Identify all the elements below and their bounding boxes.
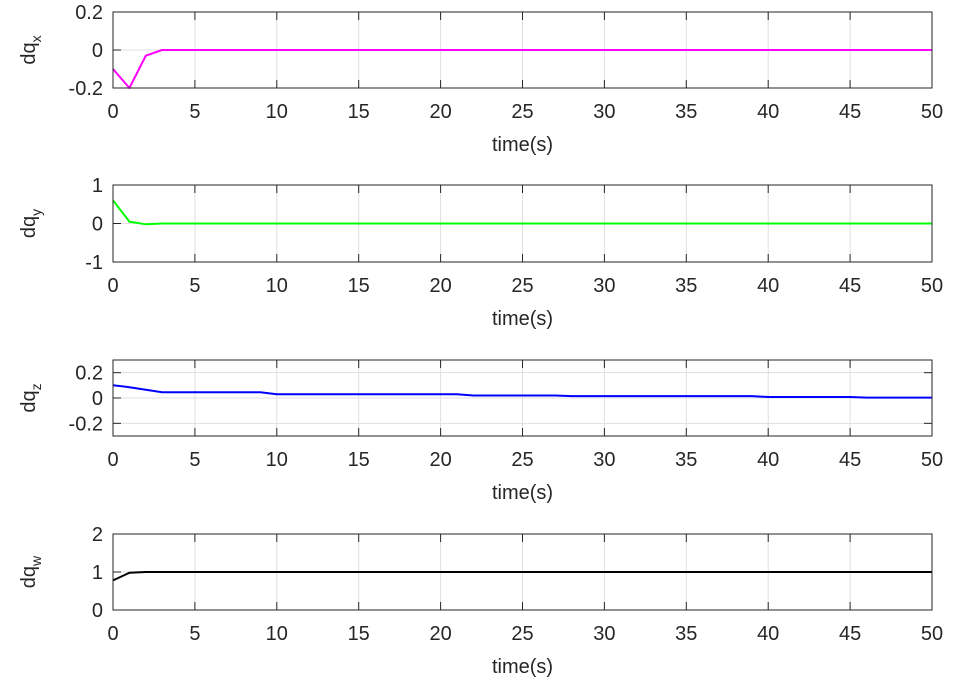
x-tick-label: 25 [511, 449, 533, 471]
x-tick-label: 5 [189, 623, 200, 645]
x-tick-label: 15 [348, 101, 370, 123]
x-tick-label: 30 [593, 623, 615, 645]
x-tick-label: 35 [675, 101, 697, 123]
x-tick-label: 40 [757, 101, 779, 123]
axes-box [112, 184, 933, 263]
axes-box [112, 11, 933, 89]
y-tick-label: -0.2 [69, 78, 103, 100]
y-tick-label: 0 [92, 40, 103, 62]
x-tick-label: 5 [189, 449, 200, 471]
y-tick-label: 0 [92, 388, 103, 410]
x-tick-label: 15 [348, 449, 370, 471]
x-tick-label: 20 [429, 275, 451, 297]
x-tick-label: 30 [593, 101, 615, 123]
x-tick-label: 5 [189, 275, 200, 297]
y-axis-label: dqy [18, 209, 44, 238]
x-tick-label: 30 [593, 449, 615, 471]
y-axis-label: dqw [18, 555, 44, 588]
y-axis-label-main: dq [18, 216, 40, 238]
y-tick-label: 0 [92, 600, 103, 622]
axes-box [112, 533, 933, 611]
y-axis-label-subscript: y [28, 209, 44, 216]
subplot-w: 0 5 10 15 20 25 30 35 40 45 50 0 1 2 time(s) dqw [18, 524, 943, 678]
x-tick-label: 25 [511, 623, 533, 645]
series-line-dqy [112, 199, 932, 226]
y-tick-label: 1 [92, 175, 103, 197]
y-axis-label-main: dq [18, 566, 40, 588]
series-line-dqx [112, 49, 932, 89]
x-tick-label: 25 [511, 275, 533, 297]
x-tick-label: 40 [757, 275, 779, 297]
x-tick-label: 0 [107, 449, 118, 471]
y-tick-label: 2 [92, 524, 103, 546]
series-line-dqz [112, 384, 932, 399]
x-tick-label: 15 [348, 275, 370, 297]
x-tick-label: 10 [266, 275, 288, 297]
x-tick-label: 10 [266, 623, 288, 645]
x-tick-label: 0 [107, 275, 118, 297]
x-tick-label: 50 [921, 275, 943, 297]
y-axis-label-main: dq [18, 390, 40, 412]
x-tick-label: 0 [107, 101, 118, 123]
y-tick-label: 1 [92, 562, 103, 584]
y-tick-label: -0.2 [69, 413, 103, 435]
x-tick-label: 0 [107, 623, 118, 645]
y-tick-label: 0 [92, 214, 103, 236]
x-tick-label: 40 [757, 623, 779, 645]
y-tick-label: 0.2 [75, 2, 103, 24]
x-tick-label: 35 [675, 623, 697, 645]
x-tick-label: 20 [429, 449, 451, 471]
y-tick-label: -1 [85, 252, 103, 274]
y-axis-label-main: dq [18, 42, 40, 64]
x-tick-label: 45 [839, 623, 861, 645]
y-axis-label-subscript: w [28, 555, 44, 567]
axes-box [112, 359, 933, 437]
x-axis-label: time(s) [492, 482, 553, 504]
y-axis-label-subscript: x [28, 35, 44, 42]
x-axis-label: time(s) [492, 134, 553, 156]
x-tick-label: 20 [429, 623, 451, 645]
x-tick-label: 50 [921, 623, 943, 645]
x-tick-label: 5 [189, 101, 200, 123]
x-tick-label: 15 [348, 623, 370, 645]
y-axis-label-subscript: z [28, 383, 44, 390]
x-tick-label: 45 [839, 449, 861, 471]
x-tick-label: 10 [266, 101, 288, 123]
x-axis-label: time(s) [492, 656, 553, 678]
series-line-dqw [112, 571, 932, 582]
x-tick-label: 20 [429, 101, 451, 123]
x-tick-label: 50 [921, 449, 943, 471]
x-tick-label: 45 [839, 275, 861, 297]
y-tick-label: 0.2 [75, 363, 103, 385]
x-tick-label: 35 [675, 449, 697, 471]
x-tick-label: 40 [757, 449, 779, 471]
x-tick-label: 30 [593, 275, 615, 297]
x-tick-label: 35 [675, 275, 697, 297]
x-tick-label: 10 [266, 449, 288, 471]
x-axis-label: time(s) [492, 308, 553, 330]
x-tick-label: 25 [511, 101, 533, 123]
y-axis-label: dqx [18, 35, 44, 64]
x-tick-label: 45 [839, 101, 861, 123]
y-axis-label: dqz [18, 383, 44, 412]
x-tick-label: 50 [921, 101, 943, 123]
